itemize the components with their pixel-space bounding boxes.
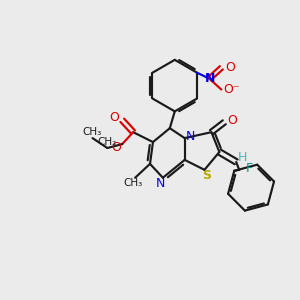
Text: CH₂: CH₂ <box>98 137 117 147</box>
Text: CH₃: CH₃ <box>124 178 143 188</box>
Text: O: O <box>110 111 119 124</box>
Text: O⁻: O⁻ <box>223 83 239 96</box>
Text: N: N <box>186 130 195 142</box>
Text: H: H <box>238 152 247 164</box>
Text: N: N <box>205 72 216 85</box>
Text: O: O <box>111 140 121 154</box>
Text: S: S <box>202 169 211 182</box>
Text: O: O <box>227 114 237 127</box>
Text: O: O <box>225 61 235 74</box>
Text: N: N <box>156 177 166 190</box>
Text: CH₃: CH₃ <box>82 127 101 137</box>
Text: F: F <box>246 162 253 175</box>
